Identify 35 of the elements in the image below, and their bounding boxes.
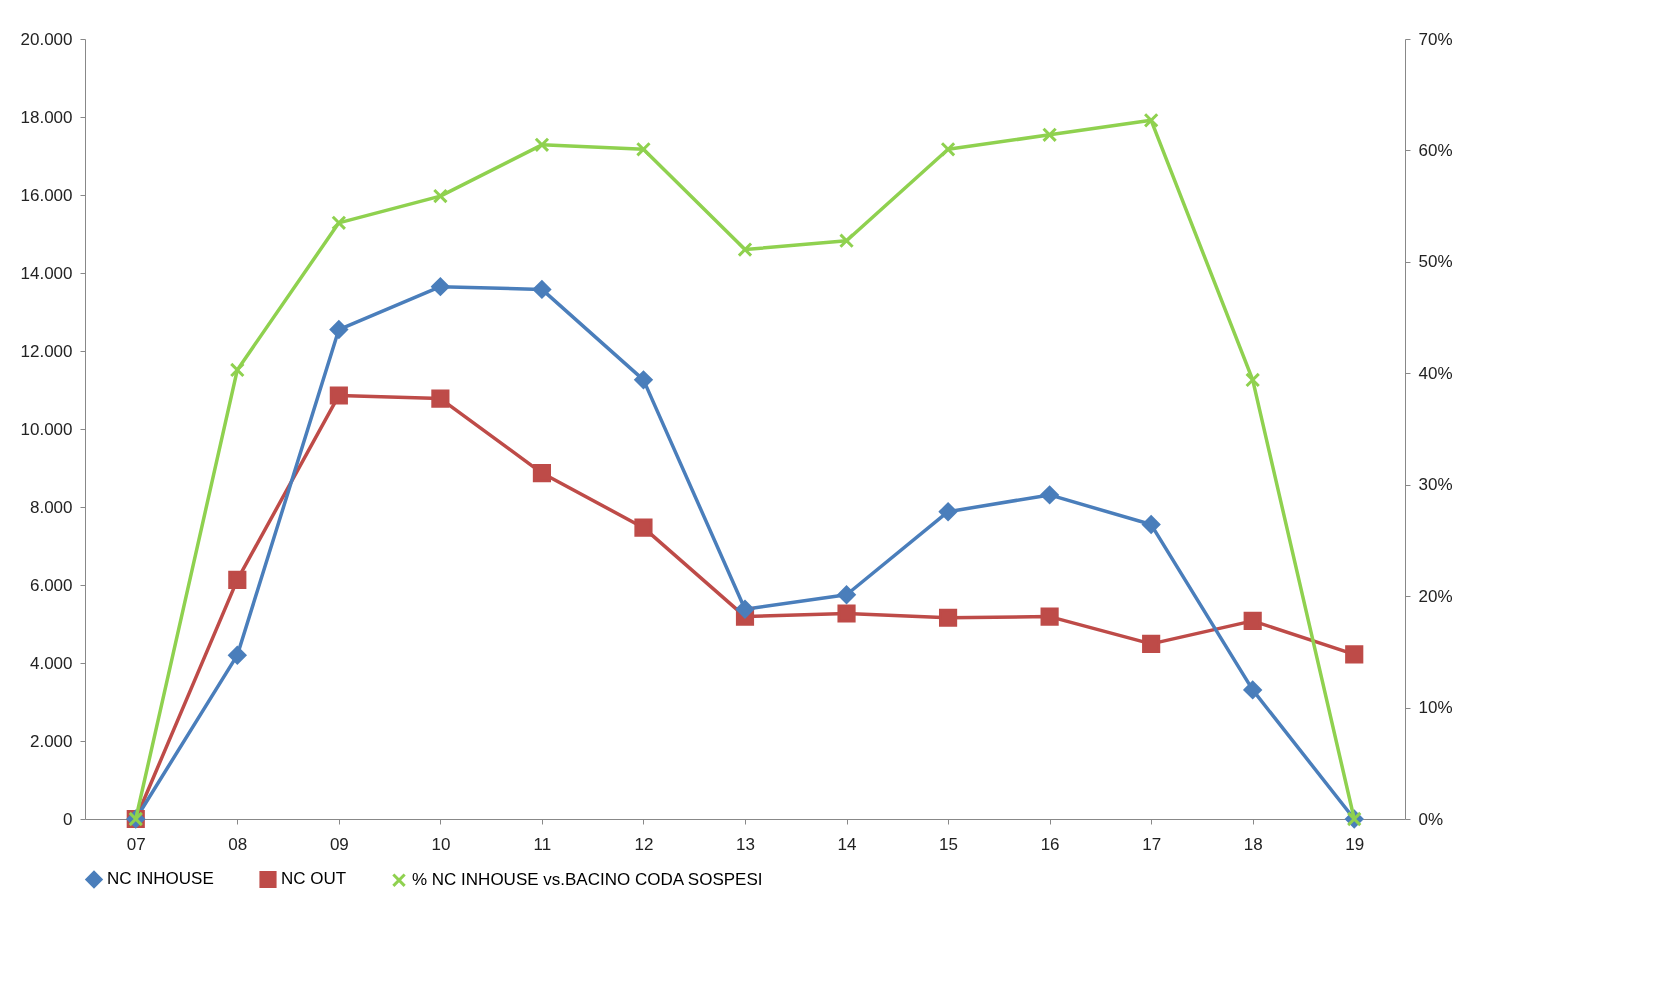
x-tick-label: 10 (431, 834, 451, 854)
x-tick-label: 12 (634, 834, 654, 854)
x-tick-label: 13 (736, 834, 755, 854)
y-tick-label: 12.000 (20, 341, 73, 361)
y2-tick-label: 20% (1418, 586, 1453, 606)
y-tick-label: 4.000 (29, 653, 73, 673)
y2-tick-label: 10% (1418, 698, 1453, 718)
x-tick-label: 16 (1040, 834, 1060, 854)
x-tick-label: 07 (126, 834, 146, 854)
x-tick-label: 18 (1243, 834, 1263, 854)
y2-tick-label: 70% (1418, 29, 1453, 49)
y-tick-label: 16.000 (20, 185, 73, 205)
y-tick-label: 6.000 (29, 575, 73, 595)
y-tick-label: 8.000 (29, 497, 73, 517)
y-tick-label: 2.000 (29, 731, 73, 751)
x-tick-label: 11 (533, 834, 552, 854)
x-tick-label: 09 (329, 834, 349, 854)
y-tick-label: 14.000 (20, 263, 73, 283)
legend-label: NC OUT (281, 869, 347, 889)
y2-tick-label: 60% (1418, 140, 1453, 160)
y-tick-label: 10.000 (20, 419, 73, 439)
x-tick-label: 19 (1345, 834, 1365, 854)
y-tick-label: 20.000 (20, 29, 73, 49)
legend-label: % NC INHOUSE vs.BACINO CODA SOSPESI (412, 870, 763, 890)
y2-tick-label: 40% (1418, 363, 1453, 383)
x-tick-label: 08 (228, 834, 248, 854)
y-tick-label: 18.000 (20, 107, 73, 127)
x-tick-label: 14 (837, 834, 857, 854)
y2-tick-label: 30% (1418, 475, 1453, 495)
x-tick-label: 15 (939, 834, 959, 854)
y2-tick-label: 0% (1418, 809, 1444, 829)
x-tick-label: 17 (1142, 834, 1162, 854)
y-tick-label: 0 (63, 809, 73, 829)
legend-label: NC INHOUSE (107, 869, 214, 889)
y2-tick-label: 50% (1418, 252, 1453, 272)
